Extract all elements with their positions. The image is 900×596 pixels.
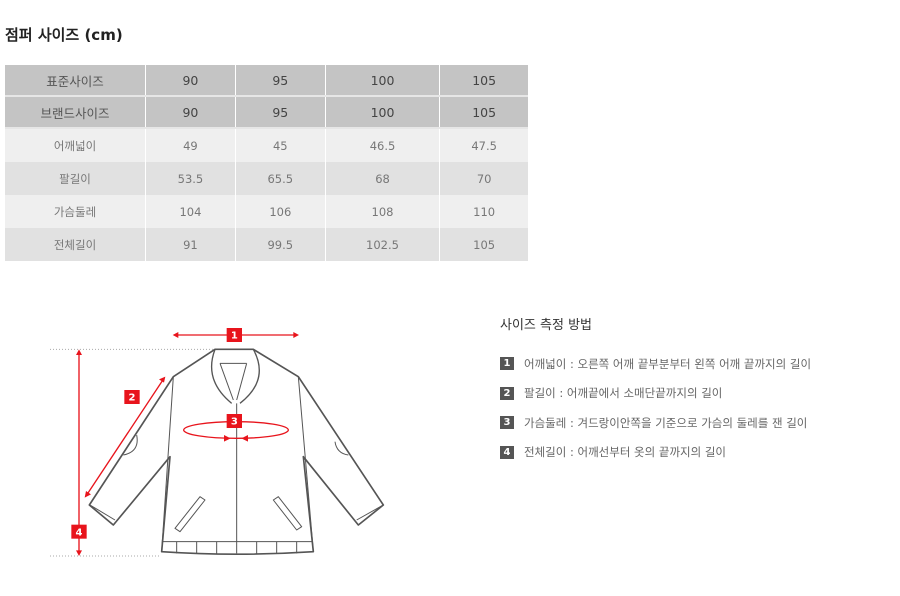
cell: 105 <box>439 65 528 97</box>
measurement-guide: 사이즈 측정 방법 1 어깨넓이 : 오른쪽 어깨 끝부분부터 왼쪽 어깨 끝까지… <box>500 314 811 467</box>
cell: 45 <box>234 128 326 162</box>
table-row: 팔길이 53.5 65.5 68 70 <box>5 162 528 195</box>
guide-step: 2 팔길이 : 어깨끝에서 소매단끝까지의 길이 <box>500 379 811 409</box>
row-label: 팔길이 <box>5 162 146 195</box>
table-row: 전체길이 91 99.5 102.5 105 <box>5 228 528 261</box>
guide-step: 1 어깨넓이 : 오른쪽 어깨 끝부분부터 왼쪽 어깨 끝까지의 길이 <box>500 349 811 379</box>
cell: 106 <box>234 195 326 228</box>
cell: 102.5 <box>324 228 440 261</box>
measurement-arrows <box>76 332 299 556</box>
cell: 53.5 <box>145 162 236 195</box>
step-number-badge: 2 <box>500 386 514 400</box>
row-label: 전체길이 <box>5 228 146 261</box>
cell: 108 <box>324 195 440 228</box>
step-text: 전체길이 : 어깨선부터 옷의 끝까지의 길이 <box>524 445 727 460</box>
cell: 70 <box>439 162 528 195</box>
step-text: 가슴둘레 : 겨드랑이안쪽을 기준으로 가슴의 둘레를 잰 길이 <box>524 415 808 430</box>
row-label: 표준사이즈 <box>5 65 146 97</box>
step-number-badge: 1 <box>500 357 514 371</box>
jacket-outline <box>88 348 385 555</box>
marker-4: 4 <box>76 527 83 538</box>
row-label: 가슴둘레 <box>5 195 146 228</box>
guide-lines <box>50 348 214 557</box>
cell: 91 <box>145 228 236 261</box>
cell: 95 <box>234 96 326 129</box>
guide-title: 사이즈 측정 방법 <box>500 318 592 333</box>
row-label: 어깨넓이 <box>5 128 146 162</box>
table-header-row: 표준사이즈 90 95 100 105 <box>5 65 528 97</box>
marker-badges: 1 2 3 4 <box>71 328 242 539</box>
marker-2: 2 <box>129 393 136 404</box>
jacket-measurement-diagram: 1 2 3 4 <box>50 328 385 557</box>
cell: 100 <box>324 96 440 129</box>
guide-step: 3 가슴둘레 : 겨드랑이안쪽을 기준으로 가슴의 둘레를 잰 길이 <box>500 408 811 438</box>
cell: 46.5 <box>324 128 440 162</box>
step-text: 팔길이 : 어깨끝에서 소매단끝까지의 길이 <box>524 386 723 401</box>
row-label: 브랜드사이즈 <box>5 96 146 129</box>
cell: 68 <box>324 162 440 195</box>
cell: 95 <box>234 65 326 97</box>
page-title: 점퍼 사이즈 (cm) <box>5 26 123 44</box>
table-header-row: 브랜드사이즈 90 95 100 105 <box>5 96 528 129</box>
cell: 99.5 <box>234 228 326 261</box>
cell: 90 <box>145 65 236 97</box>
cell: 100 <box>324 65 440 97</box>
table-row: 어깨넓이 49 45 46.5 47.5 <box>5 128 528 162</box>
cell: 90 <box>145 96 236 129</box>
step-number-badge: 3 <box>500 416 514 430</box>
cell: 104 <box>145 195 236 228</box>
step-text: 어깨넓이 : 오른쪽 어깨 끝부분부터 왼쪽 어깨 끝까지의 길이 <box>524 356 812 371</box>
step-number-badge: 4 <box>500 445 514 459</box>
cell: 105 <box>439 96 528 129</box>
cell: 110 <box>439 195 528 228</box>
size-table: 표준사이즈 90 95 100 105 브랜드사이즈 90 95 100 105… <box>5 65 528 261</box>
marker-3: 3 <box>231 417 238 428</box>
cell: 65.5 <box>234 162 326 195</box>
cell: 105 <box>439 228 528 261</box>
cell: 47.5 <box>439 128 528 162</box>
guide-step: 4 전체길이 : 어깨선부터 옷의 끝까지의 길이 <box>500 438 811 468</box>
marker-1: 1 <box>231 331 238 342</box>
table-row: 가슴둘레 104 106 108 110 <box>5 195 528 228</box>
cell: 49 <box>145 128 236 162</box>
